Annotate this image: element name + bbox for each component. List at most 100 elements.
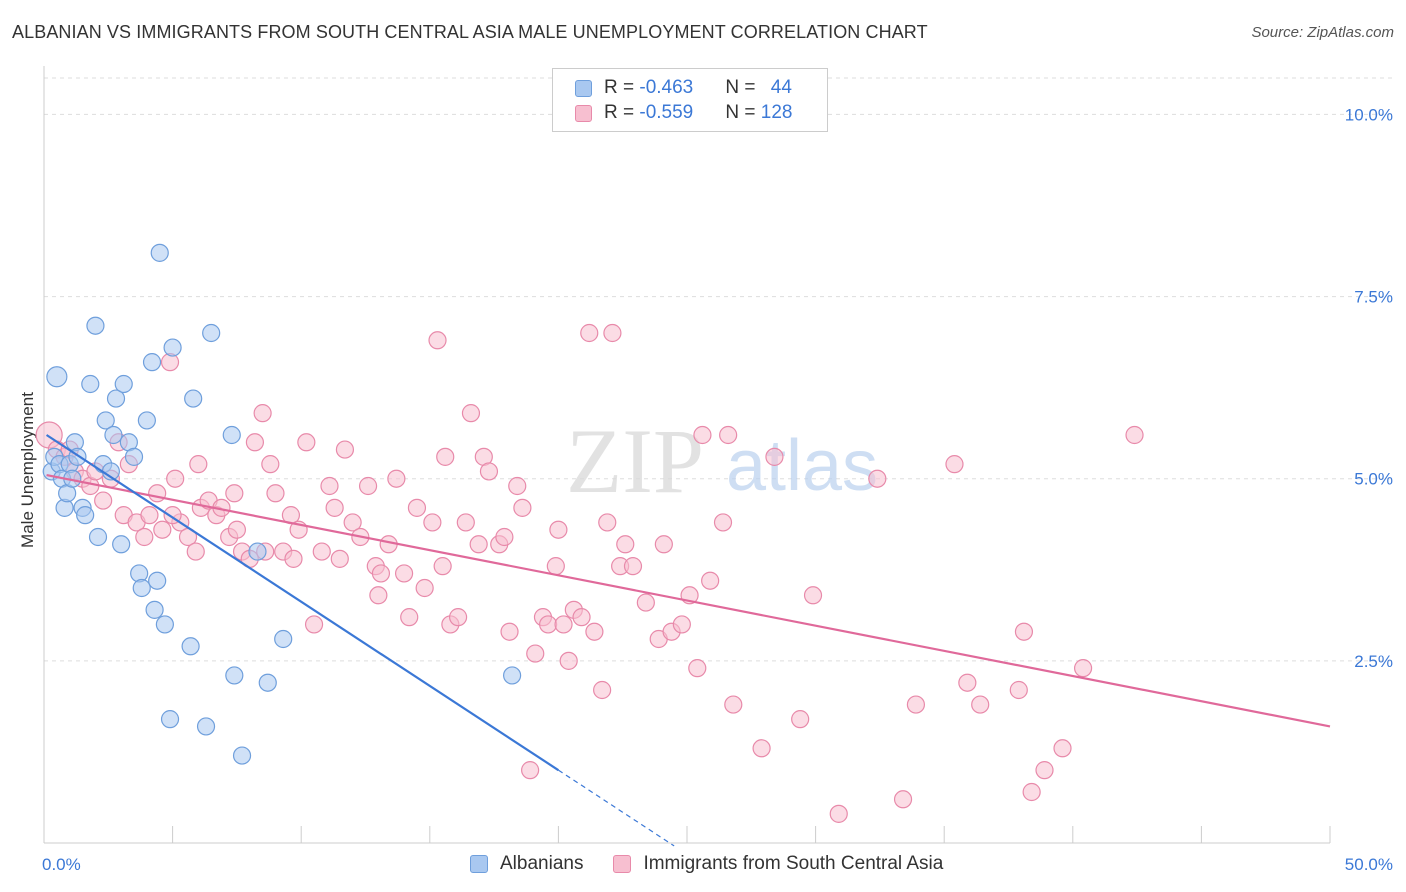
immigrants-point [153, 520, 172, 539]
immigrants-point [186, 542, 205, 561]
immigrants-point [358, 476, 378, 496]
source-label: Source: ZipAtlas.com [1251, 24, 1394, 41]
immigrants-point [701, 571, 720, 590]
immigrants-point [261, 455, 280, 474]
legend-swatch-immigrants [613, 855, 632, 873]
immigrants-point [320, 476, 339, 496]
trend-lines [45, 434, 1331, 847]
immigrants-point [148, 484, 167, 503]
immigrants-point [1035, 761, 1054, 780]
immigrants-point [325, 498, 344, 517]
albanians-point [132, 578, 151, 598]
immigrants-point [227, 520, 246, 539]
immigrants-point [1125, 425, 1144, 445]
immigrants-trend-line [46, 473, 1331, 728]
n-label: N = [725, 77, 761, 98]
albanians-point [46, 366, 68, 388]
legend-label-albanians: Albanians [500, 853, 584, 874]
immigrants-point [559, 651, 578, 670]
albanians-point [202, 323, 221, 343]
albanians-point [76, 506, 95, 525]
immigrants-point [312, 542, 331, 561]
y-tick-label: 10.0% [1345, 105, 1393, 124]
tick-labels: 2.5% 5.0% 7.5% 10.0% 0.0% 50.0% [42, 105, 1393, 874]
immigrants-point [1053, 739, 1072, 758]
immigrants-point [765, 447, 784, 466]
immigrants-point [803, 586, 823, 605]
immigrants-point [94, 491, 113, 510]
immigrants-point [448, 608, 468, 627]
immigrants-point [371, 564, 391, 583]
immigrants-point [713, 513, 733, 532]
immigrants-point [415, 578, 434, 598]
albanians-point [196, 717, 216, 736]
immigrants-point [508, 476, 527, 496]
immigrants-point [297, 433, 316, 452]
immigrants-point [330, 549, 349, 568]
immigrants-point [791, 710, 810, 729]
immigrants-point [539, 615, 558, 634]
immigrants-point [400, 608, 419, 627]
immigrants-point [266, 484, 285, 503]
r-value: -0.463 [639, 77, 694, 98]
albanians-point [112, 535, 131, 554]
immigrants-point [688, 659, 707, 678]
immigrants-point [469, 535, 488, 554]
albanians-point [184, 389, 203, 408]
immigrants-point [253, 404, 272, 423]
immigrants-point [166, 469, 185, 488]
immigrants-point [423, 513, 442, 532]
albanians-point [232, 746, 252, 765]
albanians-point [145, 600, 164, 619]
immigrants-point [724, 695, 743, 714]
watermark-zip: ZIP [566, 410, 704, 512]
immigrants-point [513, 498, 532, 517]
immigrants-point [225, 484, 244, 503]
n-value: 128 [760, 102, 793, 123]
immigrants-point [407, 498, 427, 517]
albanians-point [142, 353, 162, 372]
albanians-point [106, 389, 126, 408]
immigrants-point [140, 506, 159, 525]
immigrants-point [868, 469, 887, 488]
r-label: R = [604, 102, 640, 123]
r-value: -0.559 [639, 102, 694, 123]
chart-title: ALBANIAN VS IMMIGRANTS FROM SOUTH CENTRA… [12, 22, 928, 42]
immigrants-point [616, 535, 635, 554]
immigrants-point [456, 513, 475, 532]
immigrants-point [495, 527, 514, 547]
legend-item-immigrants[interactable]: Immigrants from South Central Asia [613, 853, 943, 875]
x-tick-label: 0.0% [42, 855, 81, 874]
immigrants-point [387, 469, 406, 488]
legend-label-immigrants: Immigrants from South Central Asia [643, 853, 944, 874]
immigrants-point [189, 455, 208, 474]
x-tick-label: 50.0% [1345, 855, 1393, 874]
albanians-point [248, 542, 267, 561]
immigrants-point [654, 535, 673, 554]
albanians-point [155, 615, 174, 634]
albanians-point [81, 374, 100, 394]
immigrants-point [693, 425, 712, 445]
albanians-point [274, 629, 293, 649]
legend-item-albanians[interactable]: Albanians [470, 853, 583, 875]
watermark-atlas: atlas [726, 426, 878, 506]
albanians-point [114, 374, 133, 394]
data-points [35, 243, 1144, 823]
albanians-point [137, 411, 156, 430]
y-tick-label: 5.0% [1354, 470, 1393, 489]
albanians-point [150, 243, 169, 262]
immigrants-point [906, 695, 926, 714]
immigrants-point [461, 404, 481, 423]
immigrants-point [304, 615, 324, 634]
r-label: R = [604, 77, 640, 98]
axes [43, 66, 1331, 844]
albanians-point [222, 425, 241, 445]
immigrants-point [636, 593, 655, 612]
grid-lines [44, 77, 1392, 662]
immigrants-point [433, 557, 452, 576]
immigrants-point [521, 761, 540, 780]
legend-swatch-immigrants [575, 104, 592, 122]
albanians-point [225, 666, 244, 685]
stats-legend: R = -0.463 N = 44 R = -0.559 N = 128 [552, 68, 828, 132]
immigrants-point [1073, 659, 1093, 678]
